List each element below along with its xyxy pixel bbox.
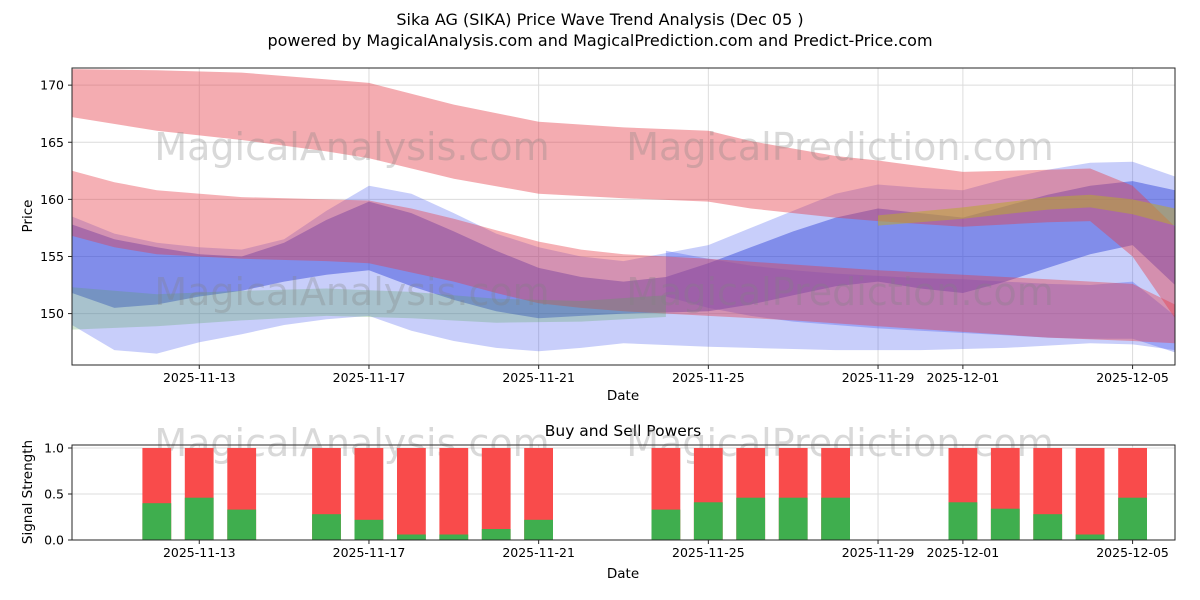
buy-power-bar (948, 502, 978, 540)
buy-power-bar (354, 519, 384, 540)
power-x-axis-label: Date (606, 566, 640, 582)
price-plot-border (71, 67, 1176, 366)
power-plot-border (71, 444, 1176, 541)
power-y-tick-label: 1.0 (44, 440, 64, 455)
watermark-prediction-price-1: MagicalPrediction.com (626, 270, 1054, 314)
price-y-tick-label: 155 (40, 249, 64, 264)
power-x-tick-label: 2025-11-13 (163, 545, 236, 560)
price-x-tick-label: 2025-11-25 (672, 370, 745, 385)
buy-power-bar (397, 534, 426, 540)
price-band-blue-wide (72, 161, 1175, 354)
power-x-tick-label: 2025-11-17 (333, 545, 406, 560)
price-band-green-right (878, 194, 1175, 226)
price-band-red-upper (72, 69, 1175, 319)
price-y-tick-label: 160 (40, 192, 64, 207)
price-y-tick-label: 170 (40, 78, 64, 93)
price-x-tick-label: 2025-11-21 (502, 370, 575, 385)
price-x-tick-label: 2025-11-29 (842, 370, 915, 385)
price-x-tick-label: 2025-11-17 (333, 370, 406, 385)
buy-power-bar (821, 497, 850, 540)
price-x-tick-label: 2025-12-05 (1096, 370, 1169, 385)
figure-subtitle: powered by MagicalAnalysis.com and Magic… (267, 31, 933, 50)
power-y-tick-label: 0.5 (44, 486, 64, 501)
price-x-tick-label: 2025-11-13 (163, 370, 236, 385)
buy-power-bar (1075, 534, 1105, 540)
price-band-blue-descending (665, 250, 1175, 353)
power-x-tick-label: 2025-12-05 (1096, 545, 1169, 560)
power-chart-title: Buy and Sell Powers (544, 422, 702, 440)
buy-power-bar (481, 529, 511, 540)
figure-title: Sika AG (SIKA) Price Wave Trend Analysis… (396, 10, 804, 29)
price-band-green-left (72, 287, 666, 330)
sell-power-bar (397, 448, 426, 540)
buy-power-bar (1033, 514, 1063, 540)
buy-power-bar (693, 502, 723, 540)
power-y-tick-label: 0.0 (44, 533, 64, 548)
buy-power-bar (778, 497, 808, 540)
watermark-prediction-price-0: MagicalPrediction.com (626, 125, 1054, 169)
sell-power-bar (439, 448, 469, 540)
buy-power-bar (184, 497, 214, 540)
sell-power-bar (1075, 448, 1105, 540)
power-x-tick-label: 2025-12-01 (927, 545, 1000, 560)
price-y-tick-label: 165 (40, 135, 64, 150)
buy-power-bar (651, 509, 681, 540)
price-x-tick-label: 2025-12-01 (927, 370, 1000, 385)
buy-power-bar (736, 497, 766, 540)
price-y-tick-label: 150 (40, 306, 64, 321)
buy-power-bar (990, 508, 1020, 540)
watermark-analysis-price-0: MagicalAnalysis.com (154, 125, 549, 169)
buy-power-bar (524, 519, 553, 540)
power-x-tick-label: 2025-11-25 (672, 545, 745, 560)
buy-power-bar (1118, 497, 1147, 540)
buy-power-bar (312, 514, 341, 540)
buy-power-bar (142, 503, 172, 540)
power-x-tick-label: 2025-11-29 (842, 545, 915, 560)
sell-power-bar (481, 448, 511, 540)
price-band-red-mid (72, 170, 1175, 344)
buy-power-bar (439, 534, 469, 540)
buy-power-bar (227, 509, 257, 540)
power-x-tick-label: 2025-11-21 (502, 545, 575, 560)
price-x-axis-label: Date (606, 388, 640, 404)
watermark-analysis-price-1: MagicalAnalysis.com (154, 270, 549, 314)
